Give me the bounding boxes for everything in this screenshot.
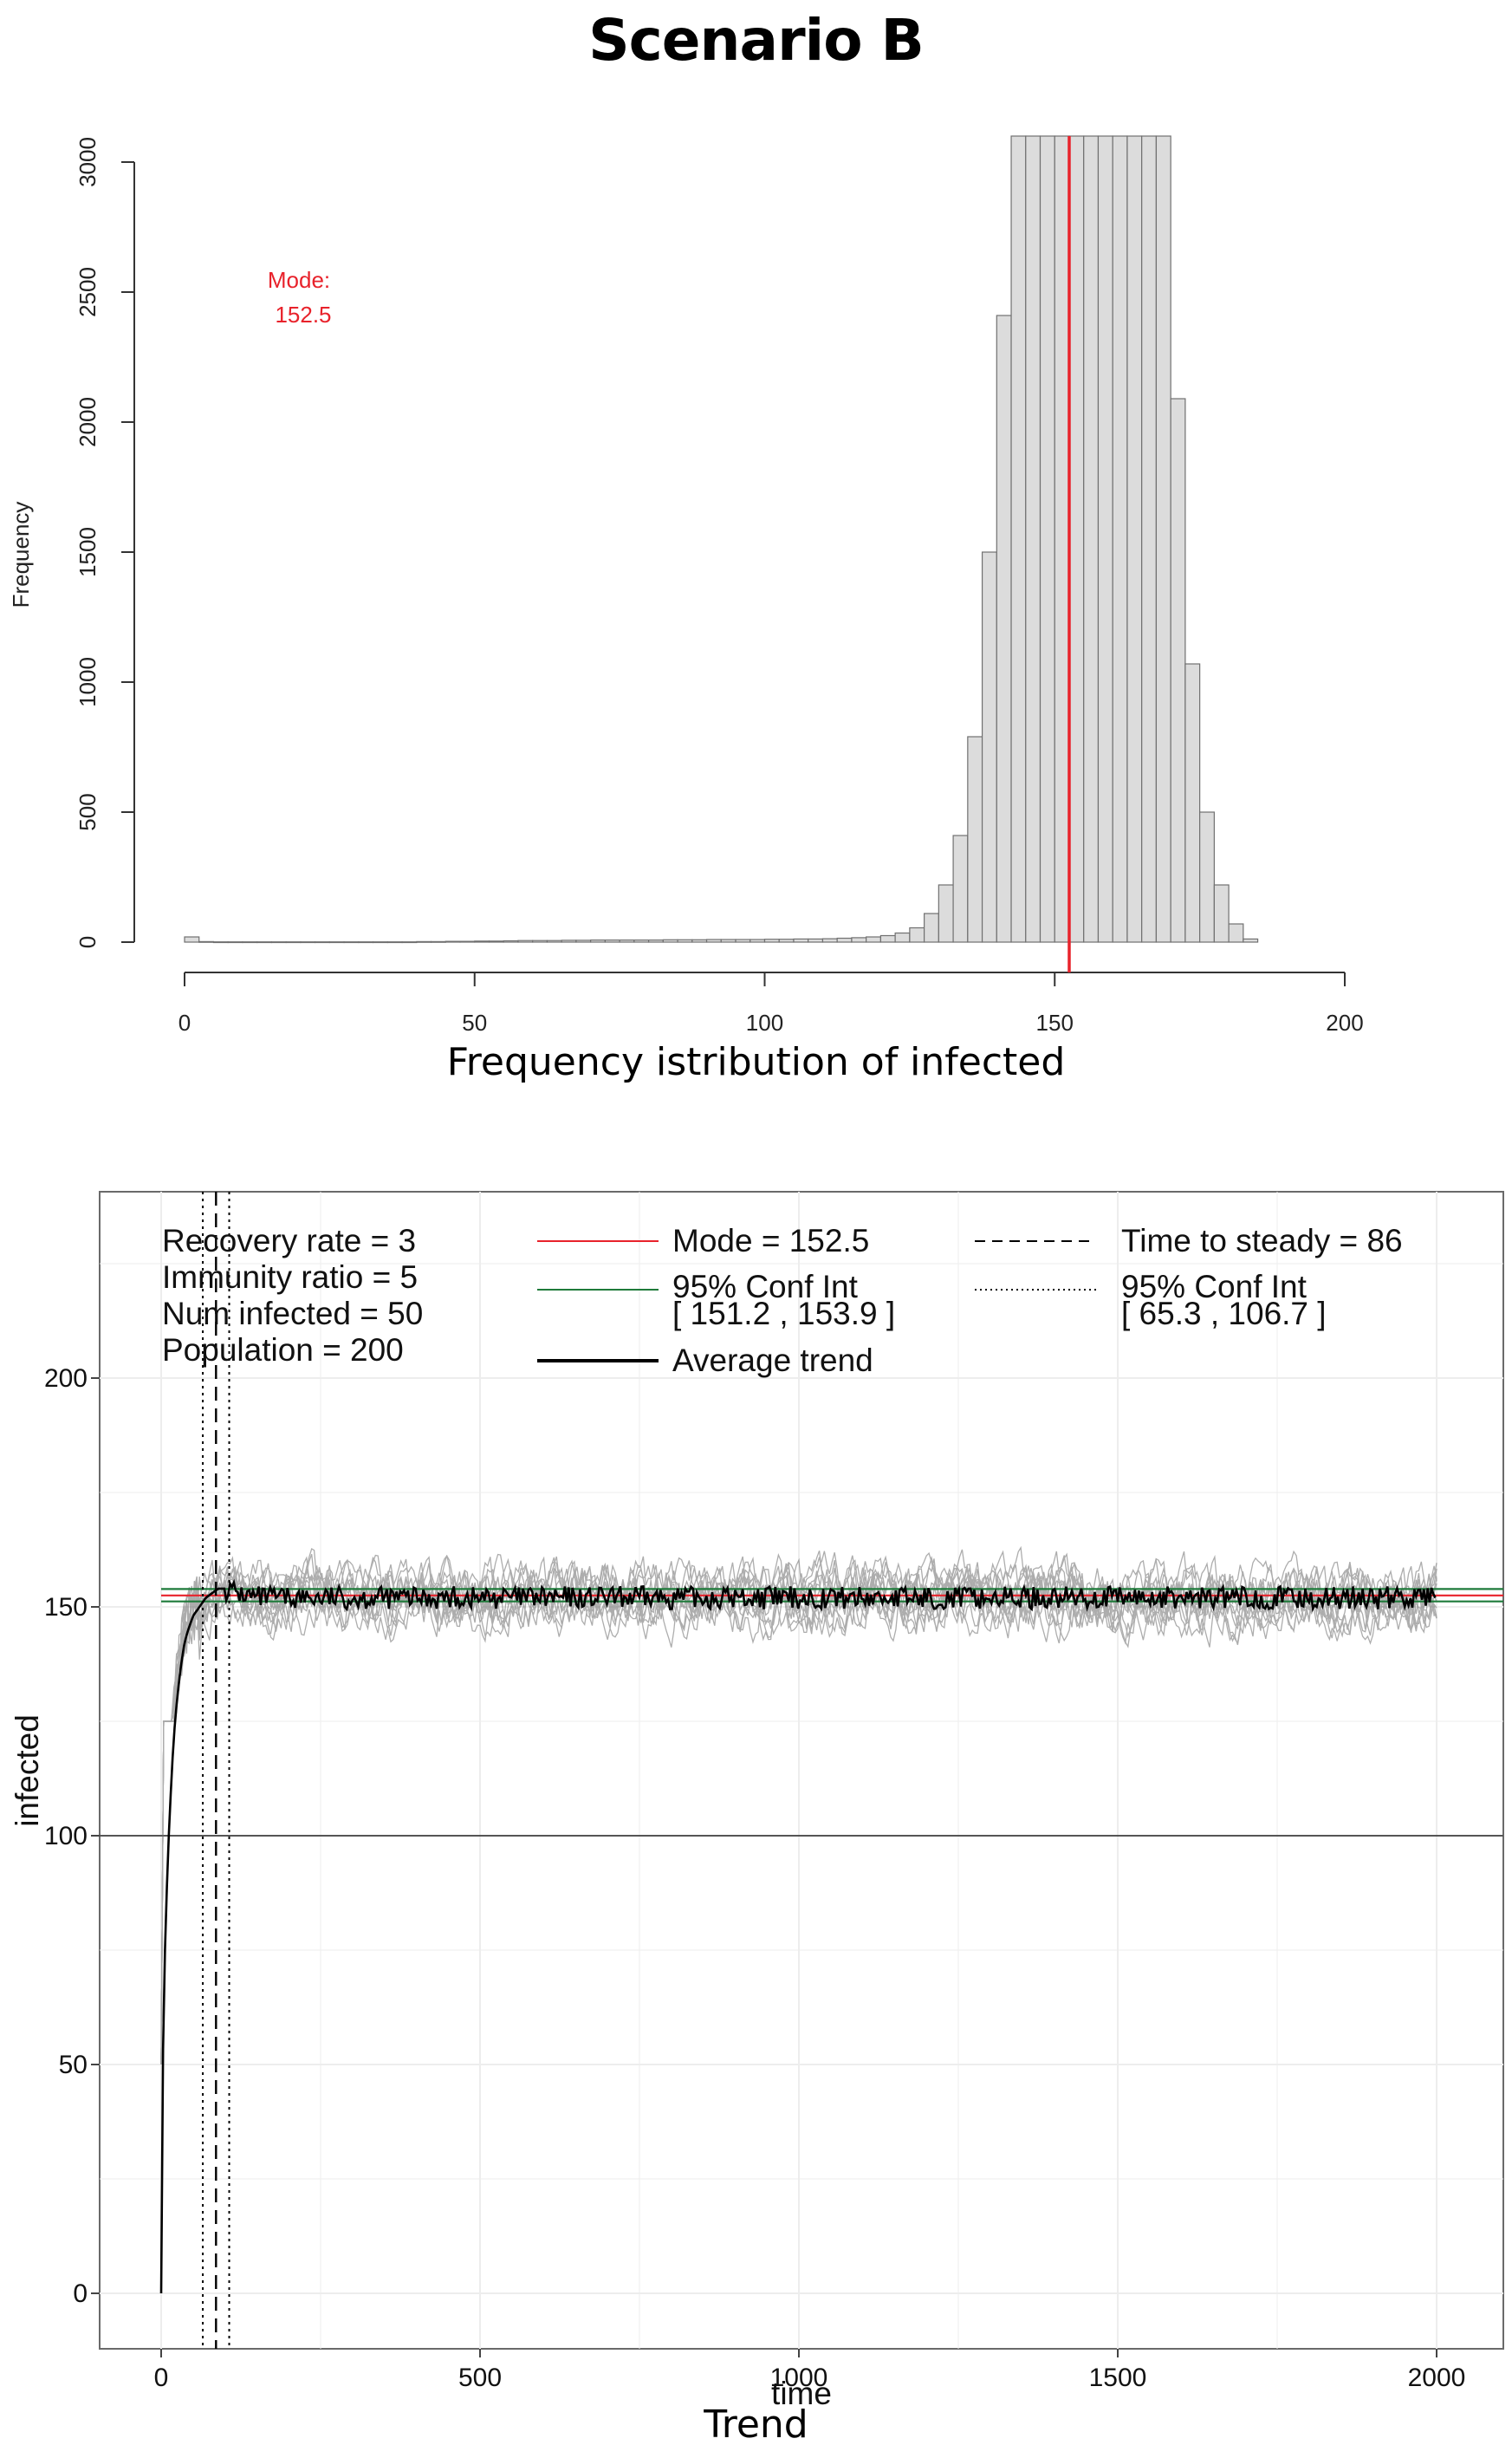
- histogram-bar: [1228, 923, 1244, 943]
- parameter-text: Population = 200: [162, 1332, 404, 1368]
- average-trend-line: [159, 1578, 1437, 2294]
- trend-caption: Trend: [704, 2403, 808, 2447]
- x-tick-label: 0: [178, 1010, 191, 1036]
- legend-mode-label: Mode = 152.5: [672, 1223, 869, 1258]
- figure-title: Scenario B: [588, 7, 925, 74]
- legend-steady-label: Time to steady = 86: [1121, 1223, 1403, 1258]
- y-axis-label: infected: [10, 1714, 45, 1827]
- histogram-bar: [1213, 884, 1230, 943]
- y-tick-label: 0: [73, 2279, 88, 2308]
- histogram-bar: [1199, 811, 1215, 943]
- mode-annotation-value: 152.5: [275, 302, 331, 328]
- y-tick-label: 200: [44, 1364, 88, 1393]
- y-tick-label: 2000: [75, 397, 101, 447]
- y-axis-label: Frequency: [8, 502, 34, 608]
- parameter-text: Num infected = 50: [162, 1296, 423, 1331]
- legend-time-ci-label: 95% Conf Int: [1121, 1269, 1308, 1304]
- parameter-text: Recovery rate = 3: [162, 1223, 416, 1258]
- parameter-text: Immunity ratio = 5: [162, 1259, 418, 1295]
- x-tick-label: 150: [1036, 1010, 1074, 1036]
- legend-mode-ci-interval: [ 151.2 , 153.9 ]: [672, 1296, 895, 1331]
- y-tick-label: 0: [75, 936, 101, 948]
- histogram-caption: Frequency istribution of infected: [446, 1040, 1066, 1084]
- y-tick-label: 500: [75, 793, 101, 830]
- x-tick-label: 100: [746, 1010, 783, 1036]
- x-tick-label: 50: [462, 1010, 487, 1036]
- legend-time-ci-interval: [ 65.3 , 106.7 ]: [1121, 1296, 1327, 1331]
- y-tick-label: 150: [44, 1593, 88, 1622]
- x-tick-label: 1000: [770, 2364, 828, 2392]
- histogram-bar: [184, 936, 200, 943]
- y-tick-label: 1500: [75, 527, 101, 577]
- x-axis-label: time: [771, 2376, 832, 2411]
- legend-mode-ci-label: 95% Conf Int: [672, 1269, 859, 1304]
- y-tick-label: 3000: [75, 137, 101, 187]
- histogram-bar: [1184, 663, 1201, 943]
- x-tick-label: 2000: [1408, 2364, 1466, 2392]
- y-tick-label: 100: [44, 1822, 88, 1850]
- mode-annotation-label: Mode:: [268, 267, 330, 293]
- y-tick-label: 2500: [75, 267, 101, 317]
- x-tick-label: 1500: [1089, 2364, 1147, 2392]
- histogram-chart: 0 500 1000 1500 2000 2500 3000 Frequency 0 50 100 1…: [8, 135, 1364, 1036]
- histogram-bar: [1243, 938, 1259, 943]
- x-tick-label: 200: [1326, 1010, 1363, 1036]
- simulation-run-line: [160, 1558, 1437, 2065]
- x-tick-label: 500: [458, 2364, 502, 2392]
- y-tick-label: 50: [59, 2051, 88, 2079]
- legend-average-label: Average trend: [672, 1343, 873, 1378]
- plot-panel: [99, 1191, 1504, 2350]
- x-tick-label: 0: [154, 2364, 169, 2392]
- y-tick-label: 1000: [75, 657, 101, 707]
